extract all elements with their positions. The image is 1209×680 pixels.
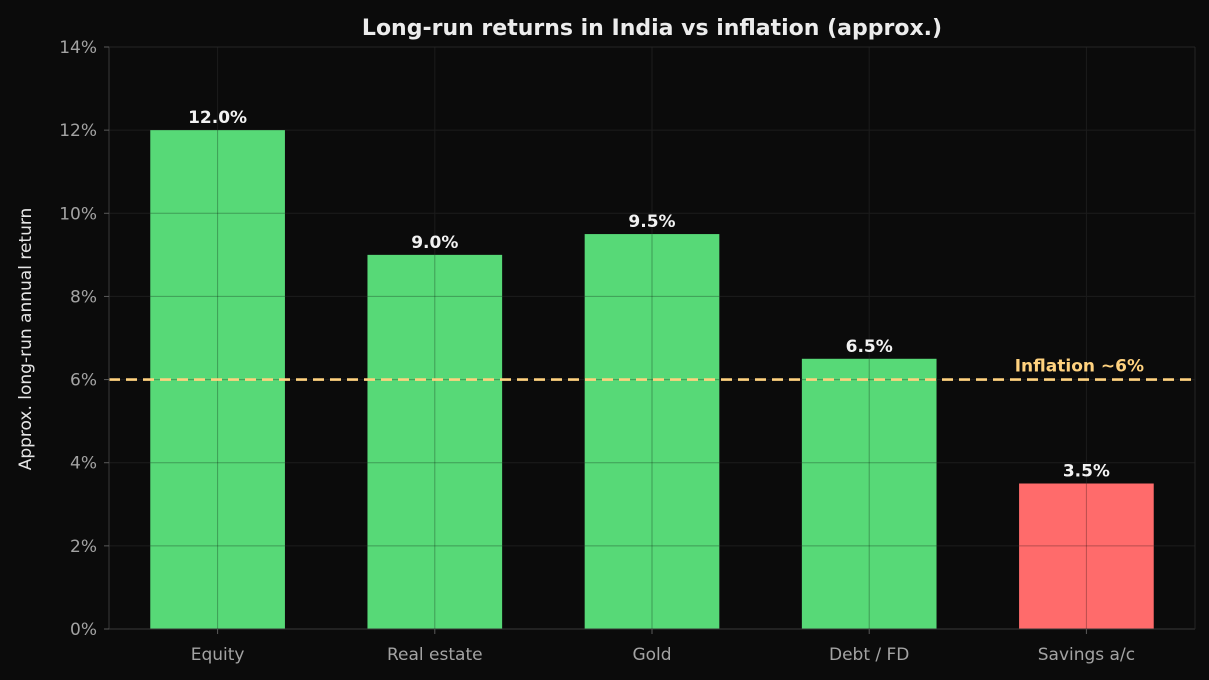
y-tick-label: 10% [59, 204, 97, 224]
bar-real-estate [367, 254, 503, 629]
axes: 0% 2% 4% 6% 8% 10% 12% 14% Equity Real estate Gold… [59, 38, 1196, 665]
inflation-label: Inflation ~6% [1015, 357, 1144, 377]
bar-debt-fd [801, 358, 937, 629]
y-tick-label: 0% [70, 620, 97, 640]
data-label: 9.0% [411, 233, 458, 253]
data-labels: 12.0% 9.0% 9.5% 6.5% 3.5% [188, 108, 1110, 481]
inflation-reference: Inflation ~6% [109, 357, 1195, 381]
bar-savings-a-c [1019, 483, 1154, 629]
data-label: 3.5% [1063, 462, 1110, 482]
x-tick-label: Equity [191, 645, 245, 665]
y-tick-label: 2% [70, 537, 97, 557]
y-tick-label: 8% [70, 287, 97, 307]
bar-gold [584, 234, 720, 630]
y-tick-label: 4% [70, 454, 97, 474]
x-tick-label: Debt / FD [829, 645, 909, 665]
y-tick-label: 6% [70, 371, 97, 391]
y-tick-label: 12% [59, 121, 97, 141]
x-tick-label: Real estate [387, 645, 483, 665]
chart-title: Long-run returns in India vs inflation (… [362, 16, 942, 41]
data-label: 12.0% [188, 108, 247, 128]
y-axis-label: Approx. long-run annual return [16, 208, 36, 471]
y-tick-label: 14% [59, 38, 97, 58]
x-tick-label: Gold [632, 645, 671, 665]
x-tick-label: Savings a/c [1038, 645, 1135, 665]
data-label: 6.5% [846, 337, 893, 357]
data-label: 9.5% [628, 212, 675, 232]
